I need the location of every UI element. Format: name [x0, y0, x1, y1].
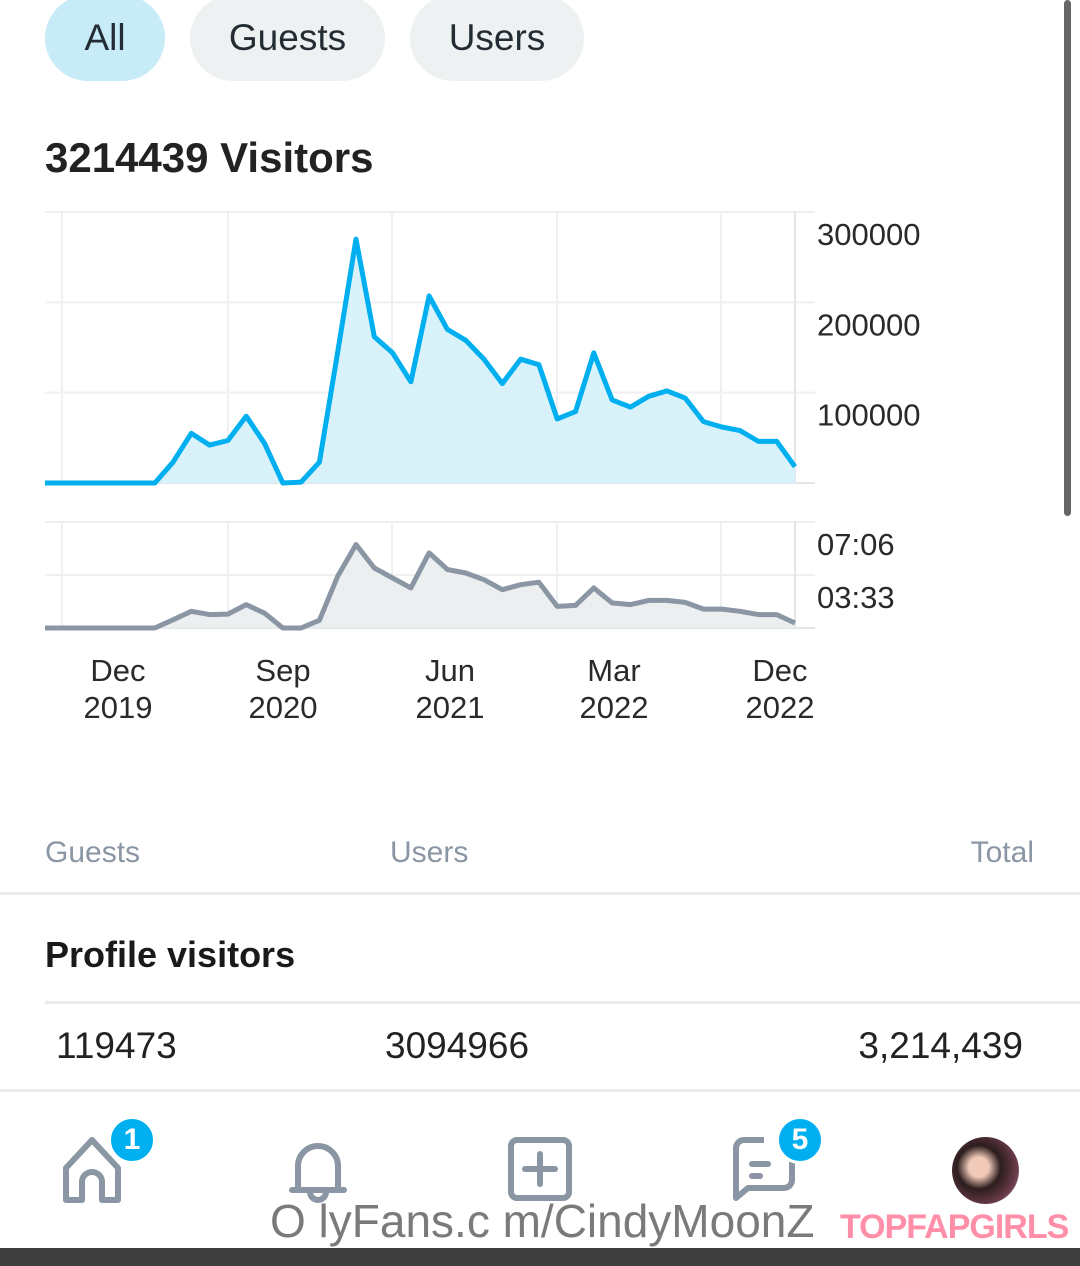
y-tick-label: 03:33 [817, 580, 895, 615]
nav-messages[interactable]: 5 [724, 1116, 824, 1208]
divider [45, 1001, 1080, 1004]
visitors-area [45, 239, 795, 483]
x-tick-month: Mar [587, 653, 640, 688]
x-tick-year: 2022 [746, 690, 815, 725]
x-tick-month: Sep [255, 653, 310, 688]
x-tick-month: Dec [90, 653, 145, 688]
y-tick-label: 07:06 [817, 527, 895, 562]
x-tick-year: 2022 [580, 690, 649, 725]
users-value: 3094966 [385, 1025, 530, 1066]
bell-icon [289, 1143, 347, 1203]
watermark-site: TOPFAPGIRLS [840, 1208, 1069, 1246]
x-tick-month: Dec [752, 653, 807, 688]
header-guests: Guests [45, 836, 141, 869]
plus-square-icon [508, 1137, 572, 1201]
tab-all[interactable]: All [45, 0, 165, 81]
section-title: Profile visitors [45, 934, 296, 975]
avatar[interactable] [952, 1137, 1019, 1204]
divider [0, 1089, 1080, 1092]
y-tick-label: 200000 [817, 307, 920, 342]
home-badge: 1 [108, 1116, 156, 1164]
x-tick-year: 2019 [84, 690, 153, 725]
y-tick-label: 100000 [817, 398, 920, 433]
header-total: Total [970, 836, 1034, 869]
watermark-url: O lyFans.c m/CindyMoonZ [270, 1195, 815, 1247]
system-bar [0, 1248, 1080, 1266]
x-tick-year: 2020 [249, 690, 318, 725]
total-value: 3,214,439 [858, 1025, 1023, 1066]
guests-value: 119473 [56, 1025, 177, 1066]
nav-notifications[interactable] [278, 1128, 358, 1208]
duration-area [45, 544, 795, 628]
tab-users[interactable]: Users [410, 0, 584, 81]
home-icon [63, 1137, 121, 1203]
visitors-line [45, 236, 798, 486]
nav-new-post[interactable] [500, 1128, 580, 1208]
nav-home[interactable]: 1 [52, 1116, 156, 1208]
message-icon [733, 1137, 795, 1201]
tab-guests[interactable]: Guests [190, 0, 385, 81]
scrollbar[interactable] [1064, 0, 1071, 516]
divider [0, 892, 1080, 895]
y-tick-label: 300000 [817, 217, 920, 252]
header-users: Users [390, 836, 469, 869]
visitors-chart: 30000020000010000007:0603:33Dec2019Sep20… [44, 211, 920, 725]
x-tick-month: Jun [425, 653, 475, 688]
duration-line [45, 542, 797, 631]
x-tick-year: 2021 [416, 690, 485, 725]
messages-badge: 5 [776, 1116, 824, 1164]
page-title: 3214439 Visitors [45, 134, 374, 181]
